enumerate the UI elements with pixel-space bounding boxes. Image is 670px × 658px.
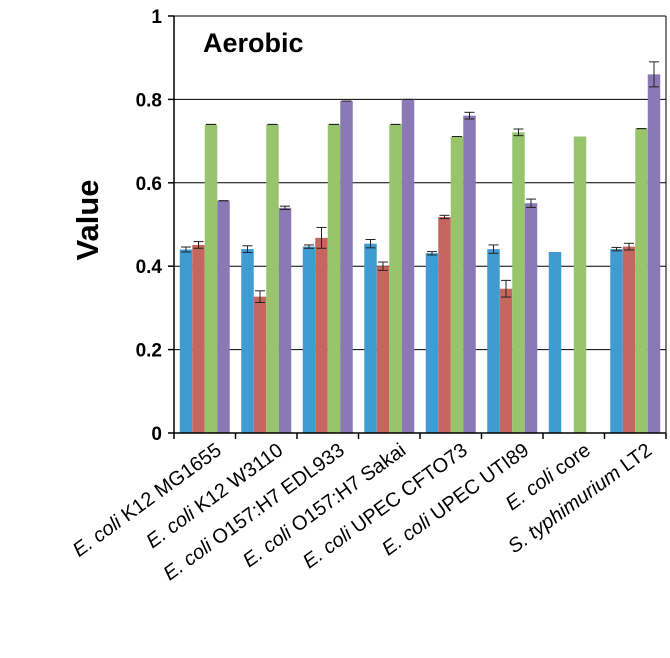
bar	[548, 252, 562, 433]
bar	[204, 124, 218, 434]
y-tick-labels: 0 0.2 0.4 0.6 0.8 1	[136, 7, 163, 445]
bar	[463, 115, 476, 434]
bar	[364, 243, 377, 433]
bar	[241, 249, 254, 433]
y-axis-label: Value	[70, 180, 105, 261]
bar	[524, 203, 538, 433]
bar	[340, 101, 353, 434]
bar	[192, 244, 205, 433]
bar	[425, 253, 439, 433]
bar	[647, 74, 661, 433]
bar	[278, 207, 292, 433]
bar	[302, 246, 316, 433]
bar	[622, 246, 636, 433]
bar	[610, 249, 623, 433]
bar	[573, 136, 587, 433]
panel-title: Aerobic	[203, 28, 304, 58]
y-tick-label: 0.4	[136, 257, 163, 278]
bar	[635, 128, 648, 433]
bar	[253, 296, 267, 433]
y-tick-label: 1	[151, 7, 162, 28]
y-tick-label: 0	[151, 424, 162, 445]
bar	[438, 216, 451, 433]
bar	[266, 124, 279, 434]
bar	[376, 266, 390, 433]
y-tick-label: 0.6	[136, 174, 162, 195]
bar	[487, 249, 500, 433]
bar	[315, 237, 328, 433]
y-tick-label: 0.8	[136, 90, 162, 111]
bar	[327, 124, 341, 434]
bar	[401, 99, 415, 434]
y-tick-label: 0.2	[136, 341, 162, 362]
bar	[512, 132, 525, 433]
axes	[173, 15, 667, 439]
bar	[450, 136, 464, 433]
bar	[217, 200, 230, 433]
bar	[389, 124, 402, 434]
bars	[179, 61, 661, 434]
bar	[499, 288, 513, 433]
bar	[179, 249, 193, 433]
